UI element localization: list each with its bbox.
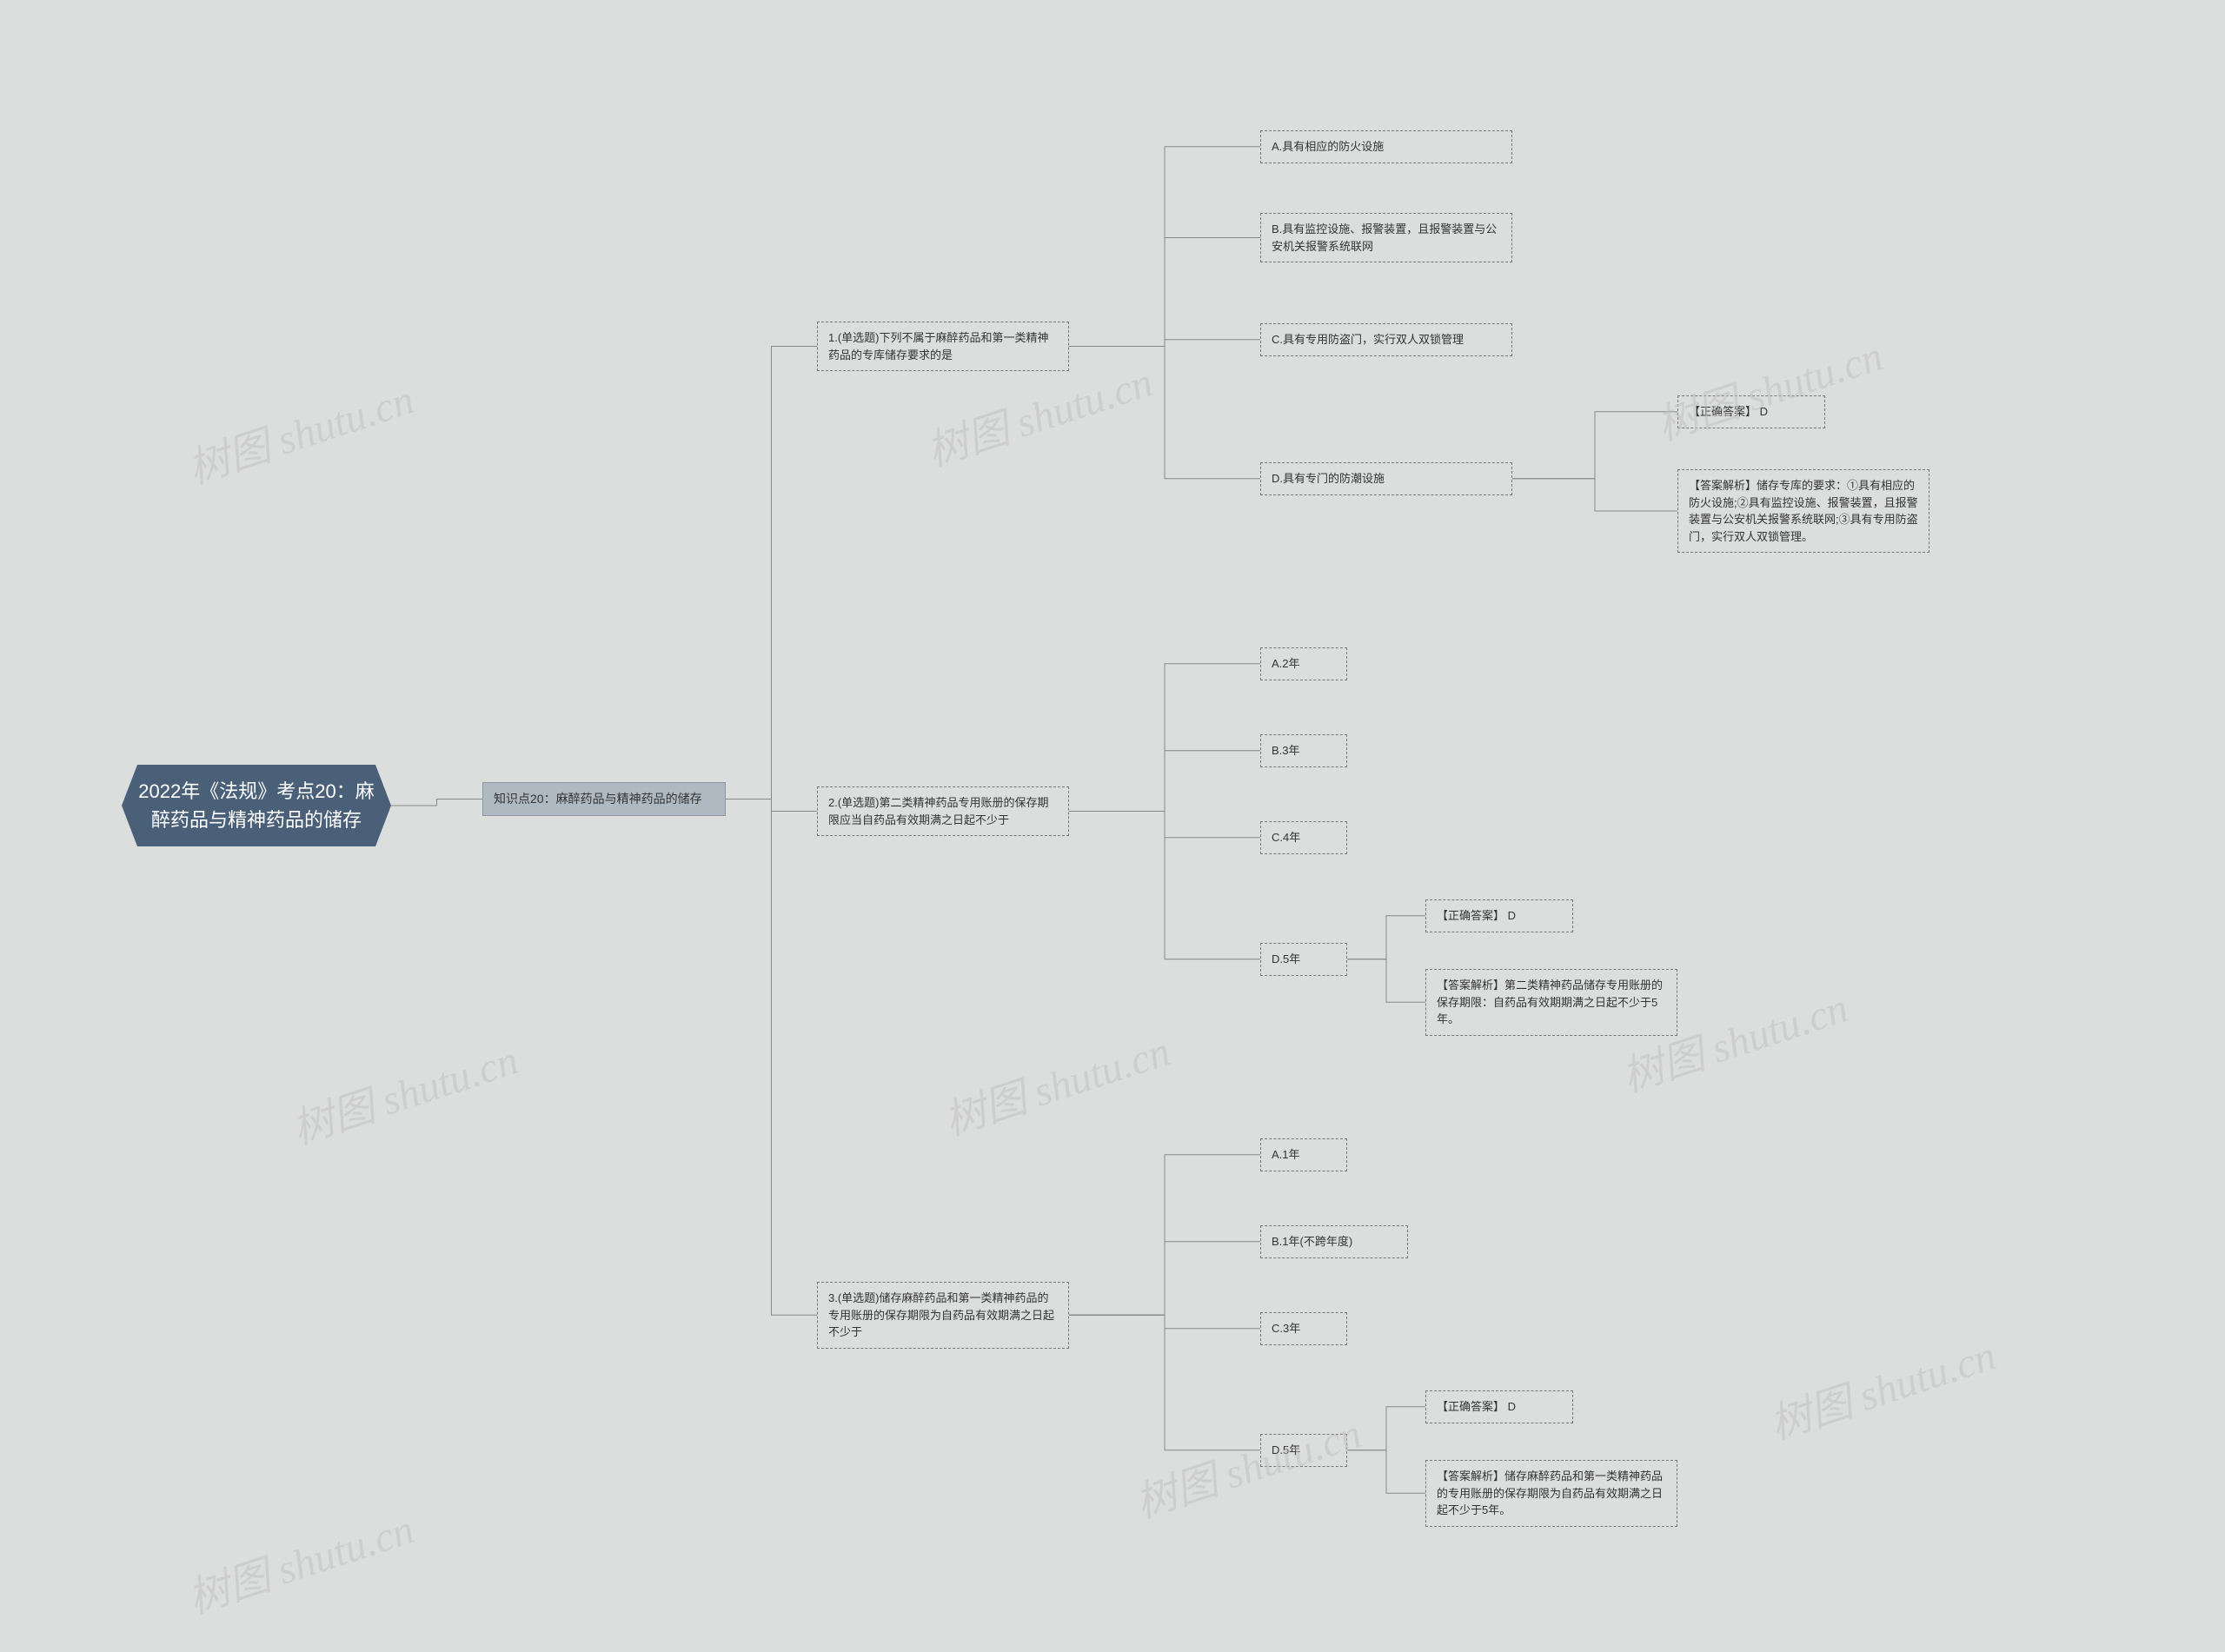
q1-option-a[interactable]: A.具有相应的防火设施: [1260, 130, 1512, 163]
root-node[interactable]: 2022年《法规》考点20：麻醉药品与精神药品的储存: [122, 765, 391, 846]
q2-answer: 【正确答案】 D: [1425, 899, 1573, 932]
watermark: 树图 shutu.cn: [1761, 1321, 2002, 1451]
q2-option-a[interactable]: A.2年: [1260, 647, 1347, 680]
watermark: 树图 shutu.cn: [1648, 322, 1890, 452]
q1-option-d[interactable]: D.具有专门的防潮设施: [1260, 462, 1512, 495]
q2-option-c[interactable]: C.4年: [1260, 821, 1347, 854]
q3-option-d[interactable]: D.5年: [1260, 1434, 1347, 1467]
watermark: 树图 shutu.cn: [935, 1017, 1177, 1147]
q1-option-c[interactable]: C.具有专用防盗门，实行双人双锁管理: [1260, 323, 1512, 356]
q3-option-a[interactable]: A.1年: [1260, 1138, 1347, 1171]
watermark: 树图 shutu.cn: [283, 1025, 525, 1156]
q3-option-c[interactable]: C.3年: [1260, 1312, 1347, 1345]
q1-answer: 【正确答案】 D: [1677, 395, 1825, 428]
q1-option-b[interactable]: B.具有监控设施、报警装置，且报警装置与公安机关报警系统联网: [1260, 213, 1512, 262]
watermark: 树图 shutu.cn: [179, 365, 421, 495]
question-1[interactable]: 1.(单选题)下列不属于麻醉药品和第一类精神药品的专库储存要求的是: [817, 322, 1069, 371]
q2-explanation: 【答案解析】第二类精神药品储存专用账册的保存期限：自药品有效期期满之日起不少于5…: [1425, 969, 1677, 1036]
topic-node[interactable]: 知识点20：麻醉药品与精神药品的储存: [482, 782, 726, 816]
q3-option-b[interactable]: B.1年(不跨年度): [1260, 1225, 1408, 1258]
q1-explanation: 【答案解析】储存专库的要求：①具有相应的防火设施;②具有监控设施、报警装置，且报…: [1677, 469, 1929, 553]
q3-explanation: 【答案解析】储存麻醉药品和第一类精神药品的专用账册的保存期限为自药品有效期满之日…: [1425, 1460, 1677, 1527]
question-3[interactable]: 3.(单选题)储存麻醉药品和第一类精神药品的专用账册的保存期限为自药品有效期满之…: [817, 1282, 1069, 1349]
watermark: 树图 shutu.cn: [179, 1495, 421, 1625]
q2-option-b[interactable]: B.3年: [1260, 734, 1347, 767]
q2-option-d[interactable]: D.5年: [1260, 943, 1347, 976]
question-2[interactable]: 2.(单选题)第二类精神药品专用账册的保存期限应当自药品有效期满之日起不少于: [817, 786, 1069, 836]
q3-answer: 【正确答案】 D: [1425, 1390, 1573, 1423]
